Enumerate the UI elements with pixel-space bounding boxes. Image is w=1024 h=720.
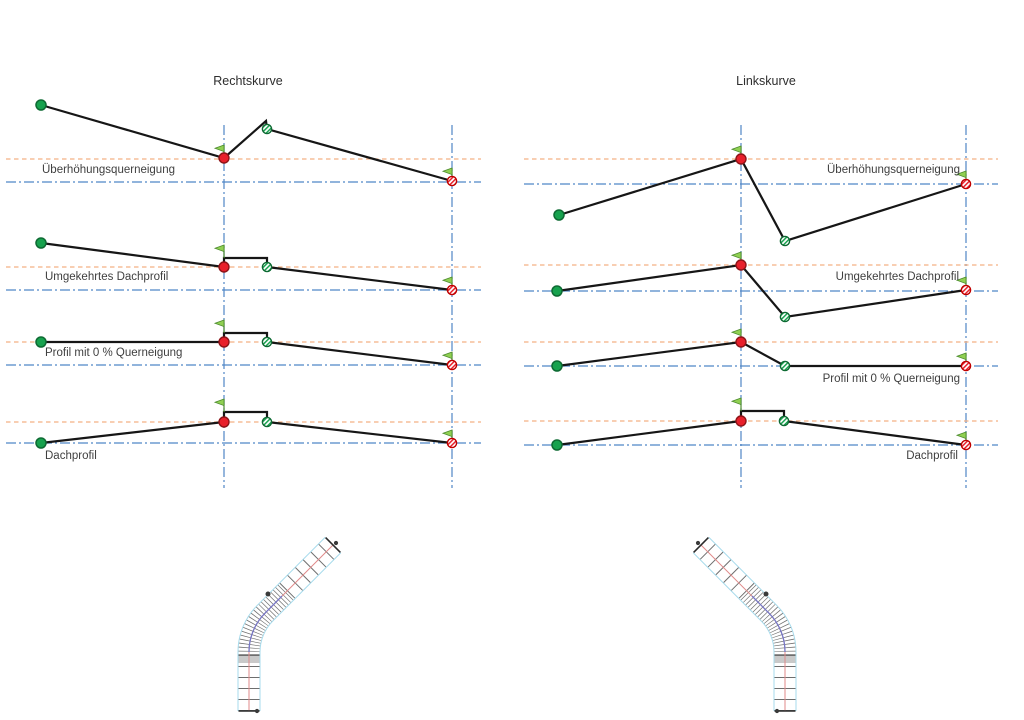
row-label-ueberhoehung-left: Überhöhungsquerneigung (42, 164, 175, 176)
panel-title-linkskurve: Linkskurve (736, 74, 796, 88)
plan-station-marker (265, 591, 271, 597)
pivot-point-marker (218, 336, 230, 348)
end-point-marker (960, 439, 972, 451)
start-point-marker (35, 437, 47, 449)
row-label-umgekehrt-left: Umgekehrtes Dachprofil (45, 271, 169, 283)
pivot-point-marker (735, 336, 747, 348)
plan-centerline-blue (248, 595, 283, 653)
transition-point-marker (779, 311, 791, 323)
transition-point-marker (261, 416, 273, 428)
end-point-marker (446, 437, 458, 449)
start-point-marker (35, 237, 47, 249)
transition-point-marker (261, 261, 273, 273)
transition-point-marker (261, 123, 273, 135)
pivot-point-marker (735, 415, 747, 427)
end-point-marker (446, 284, 458, 296)
flag-icon (213, 398, 225, 412)
end-point-marker (960, 360, 972, 372)
transition-point-marker (261, 336, 273, 348)
flag-icon (213, 244, 225, 258)
start-point-marker (551, 439, 563, 451)
row-label-dachprofil-left: Dachprofil (45, 450, 97, 462)
end-point-marker (960, 284, 972, 296)
end-point-marker (446, 359, 458, 371)
plan-end-marker (774, 708, 780, 714)
flag-icon (730, 397, 742, 411)
end-point-marker (960, 178, 972, 190)
profile-line (556, 263, 967, 319)
alignment-plan-left (237, 536, 342, 714)
profile-line (40, 241, 453, 292)
pivot-point-marker (218, 416, 230, 428)
plan-end-marker (254, 708, 260, 714)
start-point-marker (35, 99, 47, 111)
transition-point-marker (779, 360, 791, 372)
pivot-point-marker (735, 153, 747, 165)
pivot-point-marker (218, 152, 230, 164)
row-label-umgekehrt-right: Umgekehrtes Dachprofil (835, 271, 959, 283)
start-point-marker (35, 336, 47, 348)
start-point-marker (553, 209, 565, 221)
plan-end-cap (693, 537, 709, 553)
profile-line (41, 331, 453, 367)
plan-end-cap (325, 537, 341, 553)
plan-end-marker (695, 540, 701, 546)
plan-centerline-blue (751, 595, 786, 653)
row-label-ueberhoehung-right: Überhöhungsquerneigung (827, 164, 960, 176)
end-point-marker (446, 175, 458, 187)
profile-line (558, 157, 967, 243)
profile-line (40, 410, 453, 445)
profile-line (556, 340, 966, 368)
row-label-nullprozent-right: Profil mit 0 % Querneigung (822, 373, 960, 385)
row-label-dachprofil-right: Dachprofil (906, 450, 958, 462)
profile-line (556, 409, 967, 447)
pivot-point-marker (735, 259, 747, 271)
plan-station-marker (763, 591, 769, 597)
profile-line (40, 103, 453, 183)
start-point-marker (551, 360, 563, 372)
transition-point-marker (778, 415, 790, 427)
start-point-marker (551, 285, 563, 297)
flag-icon (213, 319, 225, 333)
panel-title-rechtskurve: Rechtskurve (213, 74, 283, 88)
alignment-plan-right (692, 536, 797, 714)
pivot-point-marker (218, 261, 230, 273)
plan-end-marker (333, 540, 339, 546)
transition-point-marker (779, 235, 791, 247)
row-label-nullprozent-left: Profil mit 0 % Querneigung (45, 347, 183, 359)
